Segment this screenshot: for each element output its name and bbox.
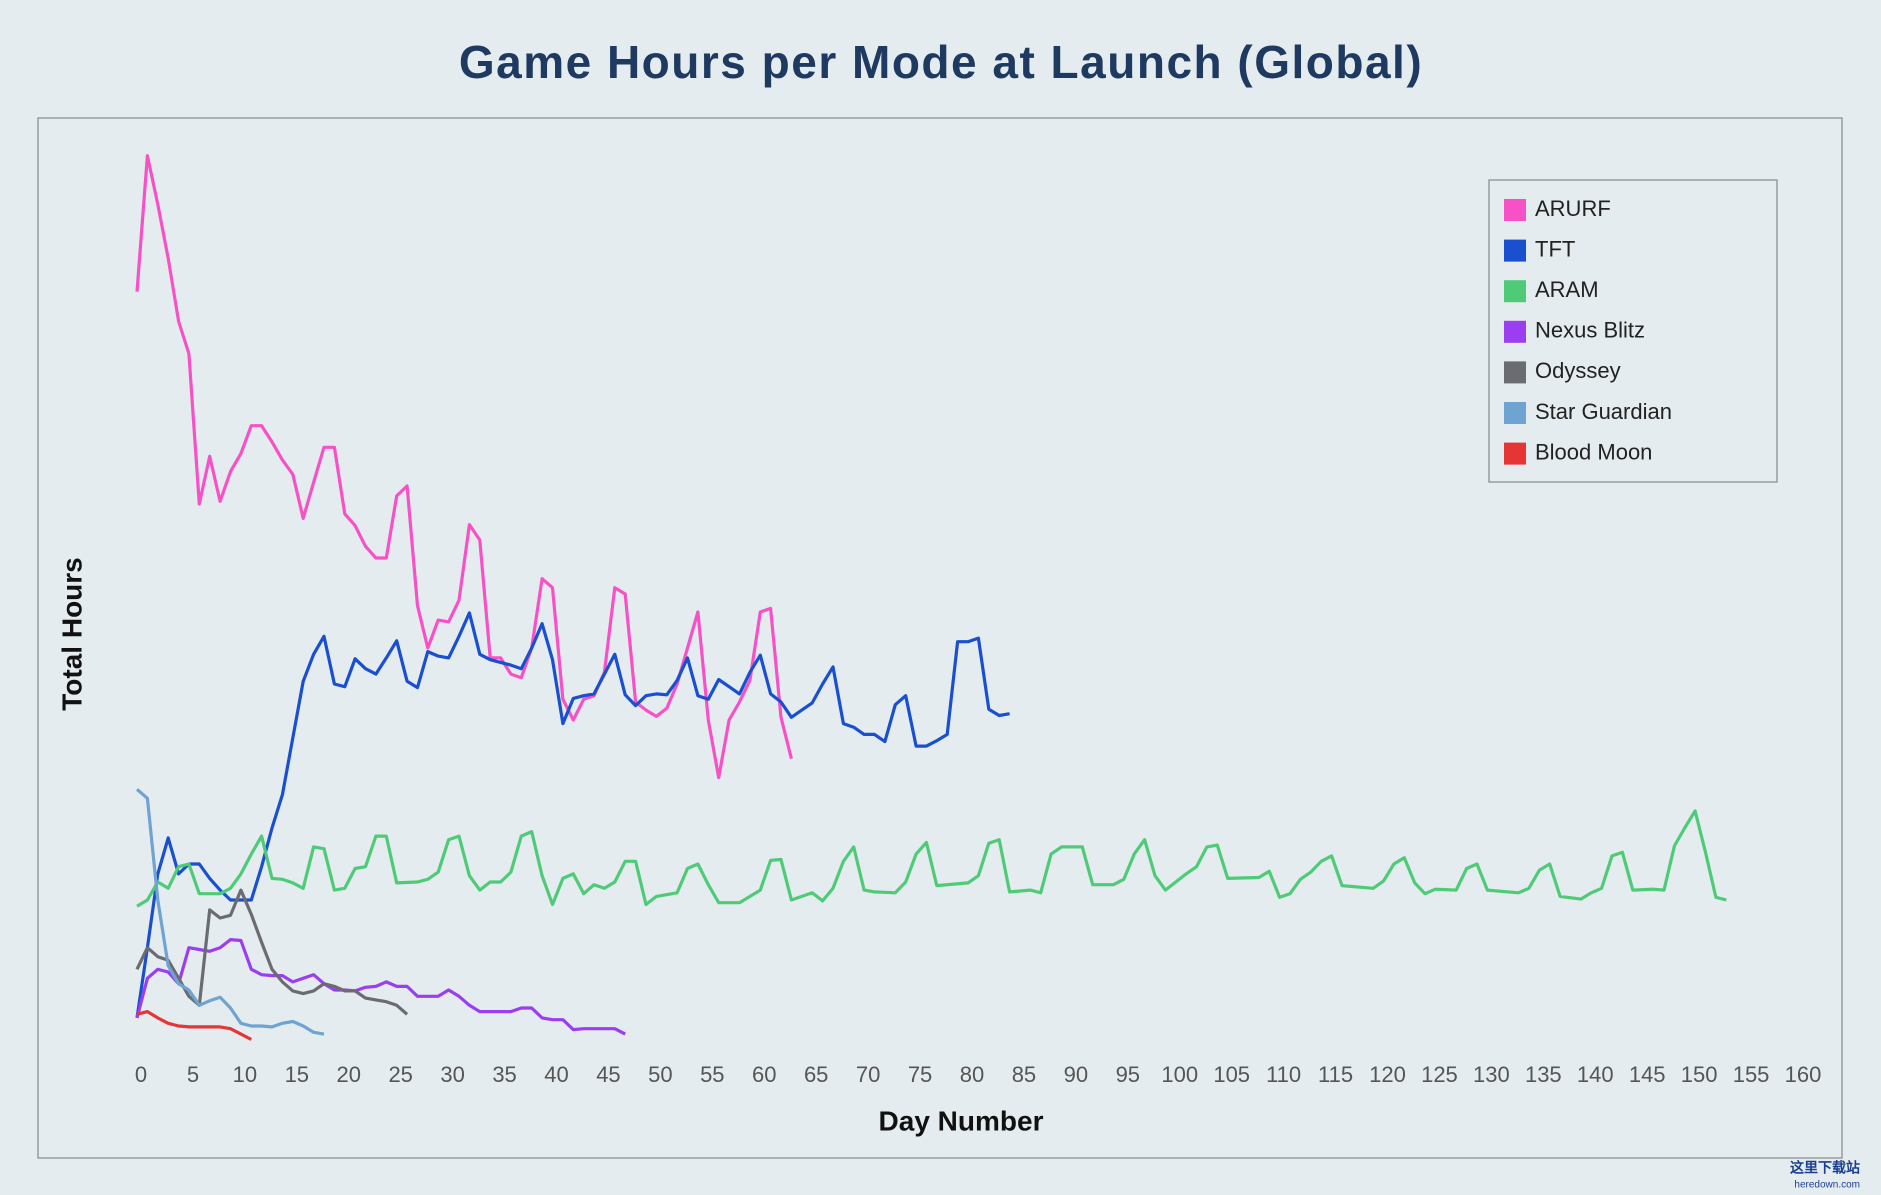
- legend-swatch: [1504, 361, 1526, 384]
- x-tick-label: 5: [187, 1062, 199, 1087]
- x-tick-label: 125: [1421, 1062, 1458, 1087]
- x-tick-label: 100: [1161, 1062, 1198, 1087]
- x-tick-label: 40: [544, 1062, 568, 1087]
- legend-label: TFT: [1535, 236, 1575, 261]
- x-tick-label: 70: [856, 1062, 880, 1087]
- legend-swatch: [1504, 280, 1526, 303]
- legend-swatch: [1504, 320, 1526, 343]
- x-tick-label: 0: [135, 1062, 147, 1087]
- legend-swatch: [1504, 402, 1526, 424]
- x-tick-label: 15: [285, 1062, 309, 1087]
- legend-swatch: [1504, 199, 1526, 221]
- legend-label: ARURF: [1535, 196, 1611, 221]
- x-tick-label: 30: [440, 1062, 464, 1087]
- x-tick-label: 135: [1525, 1062, 1562, 1087]
- x-tick-label: 45: [596, 1062, 620, 1087]
- x-tick-label: 115: [1318, 1062, 1353, 1087]
- legend-label: Nexus Blitz: [1535, 318, 1645, 343]
- x-tick-label: 55: [700, 1062, 724, 1087]
- watermark-text: 这里下载站: [1790, 1160, 1860, 1176]
- x-tick-label: 155: [1733, 1062, 1770, 1087]
- x-tick-label: 10: [233, 1062, 257, 1087]
- legend-box: [1488, 179, 1778, 483]
- series-line: [135, 938, 626, 1036]
- series-line: [136, 809, 1727, 908]
- legend-label: Star Guardian: [1535, 399, 1672, 424]
- x-tick-label: 105: [1213, 1062, 1250, 1087]
- series-line: [136, 1010, 253, 1041]
- legend-swatch: [1504, 442, 1526, 465]
- x-tick-label: 90: [1064, 1062, 1088, 1087]
- legend-label: Odyssey: [1535, 358, 1621, 383]
- x-tick-label: 160: [1785, 1062, 1822, 1087]
- x-tick-label: 50: [648, 1062, 672, 1087]
- x-tick-label: 130: [1473, 1062, 1510, 1087]
- x-tick-label: 110: [1266, 1062, 1301, 1087]
- x-tick-label: 75: [908, 1062, 932, 1087]
- chart-title: Game Hours per Mode at Launch (Global): [459, 36, 1423, 88]
- x-tick-label: 20: [337, 1062, 361, 1087]
- legend-swatch: [1504, 239, 1526, 262]
- x-tick-label: 80: [960, 1062, 984, 1087]
- watermark-url: heredown.com: [1794, 1180, 1860, 1191]
- x-tick-label: 85: [1012, 1062, 1036, 1087]
- x-axis-title: Day Number: [879, 1105, 1044, 1136]
- x-tick-label: 140: [1577, 1062, 1614, 1087]
- series-line: [135, 788, 325, 1036]
- y-axis-title: Total Hours: [56, 557, 87, 710]
- x-tick-label: 25: [388, 1062, 412, 1087]
- x-tick-label: 60: [752, 1062, 776, 1087]
- x-tick-label: 145: [1629, 1062, 1666, 1087]
- x-tick-label: 35: [492, 1062, 516, 1087]
- x-tick-label: 150: [1681, 1062, 1718, 1087]
- legend-label: Blood Moon: [1535, 439, 1652, 464]
- legend-label: ARAM: [1535, 277, 1599, 302]
- x-tick-label: 95: [1116, 1062, 1140, 1087]
- x-tick-label: 65: [804, 1062, 828, 1087]
- series-line: [135, 611, 1010, 1019]
- x-tick-label: 120: [1369, 1062, 1406, 1087]
